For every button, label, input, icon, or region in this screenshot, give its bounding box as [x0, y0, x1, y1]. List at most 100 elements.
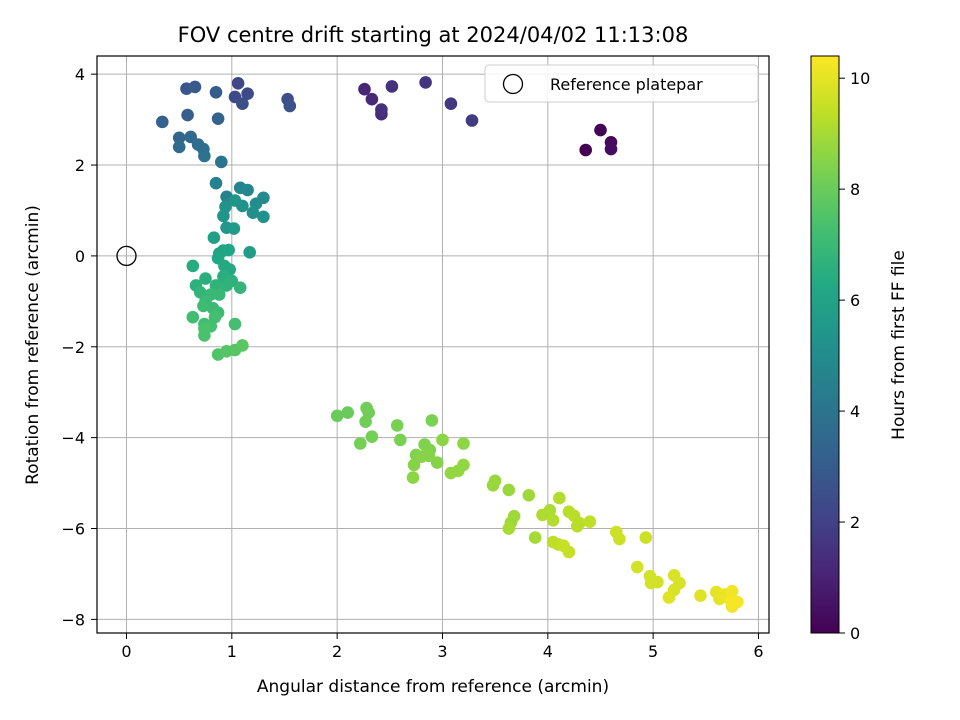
data-point	[236, 97, 249, 110]
data-point	[341, 406, 355, 419]
legend-marker	[502, 73, 524, 95]
data-point	[172, 140, 186, 154]
data-point	[209, 86, 223, 99]
data-point	[444, 97, 458, 110]
colorbar-gradient	[810, 55, 840, 634]
y-tick-label: 2	[75, 156, 85, 175]
data-point	[233, 281, 247, 295]
data-point	[394, 433, 407, 447]
data-point	[207, 231, 221, 244]
colorbar-ticks: 0 2 4 6 8 10	[839, 69, 870, 643]
data-point	[604, 142, 618, 156]
data-point	[186, 310, 200, 324]
data-points	[156, 76, 744, 613]
data-point	[211, 112, 225, 125]
data-point	[553, 491, 566, 505]
data-point	[172, 131, 186, 145]
data-point	[198, 149, 211, 163]
colorbar-tick-label: 4	[850, 402, 860, 421]
colorbar-tick-label: 2	[850, 513, 860, 532]
data-point	[359, 415, 372, 429]
data-point	[257, 210, 270, 224]
data-point	[215, 155, 228, 169]
data-point	[436, 433, 449, 447]
plot-frame	[96, 55, 770, 634]
data-point	[220, 279, 233, 292]
data-point	[241, 87, 254, 100]
data-point	[354, 437, 367, 450]
data-point	[227, 222, 241, 235]
y-axis-label: Rotation from reference (arcmin)	[23, 205, 43, 485]
y-tick-label: 0	[75, 247, 85, 266]
data-point	[231, 77, 245, 90]
reference-platepar-marker	[116, 245, 137, 267]
data-point	[241, 183, 254, 197]
data-point	[243, 246, 256, 259]
data-point	[444, 466, 458, 480]
data-point	[407, 458, 421, 472]
x-tick-label: 3	[437, 642, 447, 661]
data-point	[425, 414, 439, 427]
data-point	[217, 209, 230, 223]
x-ticks: 0 1 2 3 4 5 6	[121, 633, 764, 661]
data-point	[236, 339, 249, 352]
data-point	[579, 143, 592, 157]
data-point	[419, 76, 432, 89]
colorbar-tick-label: 10	[850, 69, 870, 88]
data-point	[222, 243, 235, 257]
data-point	[430, 456, 444, 469]
x-tick-label: 4	[543, 642, 553, 661]
data-point	[594, 123, 607, 137]
x-axis-label: Angular distance from reference (arcmin)	[257, 677, 609, 697]
data-point	[358, 82, 371, 96]
data-point	[198, 322, 211, 335]
y-tick-label: −4	[61, 429, 85, 448]
data-point	[181, 108, 194, 122]
x-tick-label: 2	[332, 642, 342, 661]
data-point	[197, 299, 210, 313]
chart-title: FOV centre drift starting at 2024/04/02 …	[178, 23, 689, 47]
x-tick-label: 6	[753, 642, 763, 661]
x-tick-label: 5	[648, 642, 658, 661]
data-point	[365, 92, 379, 106]
data-point	[228, 317, 242, 331]
data-point	[694, 589, 707, 602]
data-point	[199, 272, 212, 285]
y-tick-label: 4	[75, 65, 85, 84]
data-point	[457, 437, 470, 450]
data-point	[546, 514, 560, 527]
colorbar-tick-label: 8	[850, 180, 860, 199]
y-tick-label: −6	[61, 520, 85, 539]
data-point	[209, 176, 223, 190]
y-tick-label: −8	[61, 610, 85, 629]
reference-layer	[116, 245, 137, 267]
data-point	[406, 471, 420, 484]
data-point	[283, 99, 297, 113]
data-point	[631, 560, 644, 574]
data-point	[390, 419, 404, 432]
data-point	[724, 594, 738, 608]
data-point	[385, 80, 399, 93]
data-point	[522, 489, 536, 502]
data-point	[365, 430, 379, 444]
y-tick-label: −2	[61, 338, 85, 357]
data-point	[543, 504, 557, 517]
data-point	[562, 545, 576, 559]
data-point	[212, 288, 226, 301]
legend: Reference platepar	[484, 64, 759, 103]
data-point	[486, 479, 500, 492]
data-point	[725, 584, 739, 598]
data-point	[465, 114, 479, 127]
x-tick-label: 0	[121, 642, 131, 661]
data-point	[422, 449, 436, 463]
data-point	[186, 259, 200, 273]
data-point	[502, 483, 516, 497]
data-point	[613, 532, 626, 546]
data-point	[528, 531, 542, 544]
data-point	[639, 531, 653, 544]
y-ticks: −8 −6 −4 −2 0 2 4	[61, 65, 97, 629]
data-point	[330, 409, 344, 423]
colorbar: 0 2 4 6 8 10 Hours from first FF file	[810, 55, 909, 643]
data-point	[502, 522, 516, 535]
